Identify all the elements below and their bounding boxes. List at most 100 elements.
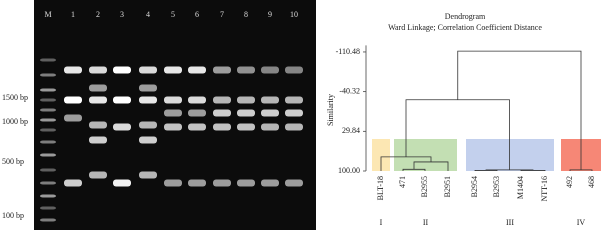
gel-band [213, 179, 231, 187]
gel-band [40, 140, 56, 144]
gel-band [139, 171, 157, 179]
gel-band [40, 98, 56, 102]
gel-band [113, 96, 131, 104]
gel-band [213, 109, 231, 117]
group-label: IV [577, 218, 586, 227]
gel-band [164, 66, 182, 74]
group-box [394, 139, 457, 171]
gel-band [285, 66, 303, 74]
chart-title: Dendrogram [445, 12, 486, 21]
gel-band [40, 168, 56, 172]
gel-band [89, 84, 107, 92]
gel-band [237, 123, 255, 131]
gel-band [89, 96, 107, 104]
leaf-label: 468 [587, 176, 596, 188]
gel-band [285, 179, 303, 187]
gel-band [89, 66, 107, 74]
gel-band [40, 153, 56, 157]
leaf-label: BLT-18 [376, 176, 385, 200]
y-tick-label: 100.00 [338, 166, 360, 175]
group-label: III [506, 218, 514, 227]
gel-band [139, 84, 157, 92]
gel-band [188, 66, 206, 74]
gel-band [285, 96, 303, 104]
gel-band [261, 179, 279, 187]
lane-label: 2 [96, 10, 100, 19]
lane-label: 5 [171, 10, 175, 19]
y-tick-label: 29.84 [342, 126, 360, 135]
group-label: II [423, 218, 429, 227]
gel-band [213, 123, 231, 131]
leaf-label: NTT-16 [540, 176, 549, 201]
gel-band [40, 218, 56, 222]
gel-band [261, 123, 279, 131]
lane-label: 6 [195, 10, 199, 19]
gel-band [164, 96, 182, 104]
leaf-label: 471 [398, 176, 407, 188]
gel-band [237, 66, 255, 74]
leaf-label: 492 [565, 176, 574, 188]
gel-band [164, 179, 182, 187]
gel-band [40, 73, 56, 77]
size-label: 100 bp [2, 211, 24, 220]
lane-label: 7 [220, 10, 224, 19]
gel-band [40, 206, 56, 210]
lane-label: 10 [290, 10, 298, 19]
leaf-label: M1404 [516, 176, 525, 199]
gel-band [64, 179, 82, 187]
gel-band [64, 66, 82, 74]
y-tick-label: -40.32 [339, 86, 360, 95]
gel-band [188, 123, 206, 131]
y-tick-label: -110.48 [336, 47, 360, 56]
gel-band [89, 136, 107, 144]
gel-band [139, 96, 157, 104]
gel-band [164, 109, 182, 117]
dendrogram-link [485, 169, 534, 171]
gel-band [213, 96, 231, 104]
group-label: I [380, 218, 383, 227]
gel-band [188, 179, 206, 187]
gel-band [113, 179, 131, 187]
gel-band [261, 66, 279, 74]
lane-label: 9 [268, 10, 272, 19]
gel-band [164, 123, 182, 131]
gel-band [40, 181, 56, 185]
gel-band [89, 171, 107, 179]
leaf-label: B2951 [443, 176, 452, 197]
gel-band [40, 88, 56, 92]
dendrogram-link [413, 161, 449, 171]
group-box [466, 139, 554, 171]
dendrogram-link [569, 169, 593, 171]
lane-label: 1 [71, 10, 75, 19]
gel-band [237, 96, 255, 104]
gel-band [261, 96, 279, 104]
gel-band [64, 114, 82, 122]
gel-band [237, 179, 255, 187]
lane-label: M [44, 10, 51, 19]
gel-band [139, 121, 157, 129]
gel-image: M 1 2 3 4 5 6 7 8 9 10 [34, 0, 316, 230]
size-label: 500 bp [2, 157, 24, 166]
gel-band [113, 123, 131, 131]
figure: M 1 2 3 4 5 6 7 8 9 10 Dendrogram Ward Linkage; Co… [2, 0, 601, 230]
leaf-label: B2953 [492, 176, 501, 197]
gel-band [139, 136, 157, 144]
gel-band [113, 66, 131, 74]
group-box [372, 139, 390, 171]
leaf-label: B2954 [470, 176, 479, 197]
gel-band [40, 118, 56, 122]
lane-label: 8 [244, 10, 248, 19]
gel-band [188, 96, 206, 104]
gel-band [213, 66, 231, 74]
gel-band [40, 128, 56, 132]
gel-band [40, 194, 56, 198]
leaf-label: B2955 [420, 176, 429, 197]
size-label: 1000 bp [2, 117, 28, 126]
gel-band [40, 58, 56, 62]
chart-subtitle: Ward Linkage; Correlation Coefficient Di… [388, 23, 542, 32]
gel-band [261, 109, 279, 117]
gel-band [139, 66, 157, 74]
gel-band [285, 109, 303, 117]
gel-band [285, 123, 303, 131]
gel-band [188, 109, 206, 117]
